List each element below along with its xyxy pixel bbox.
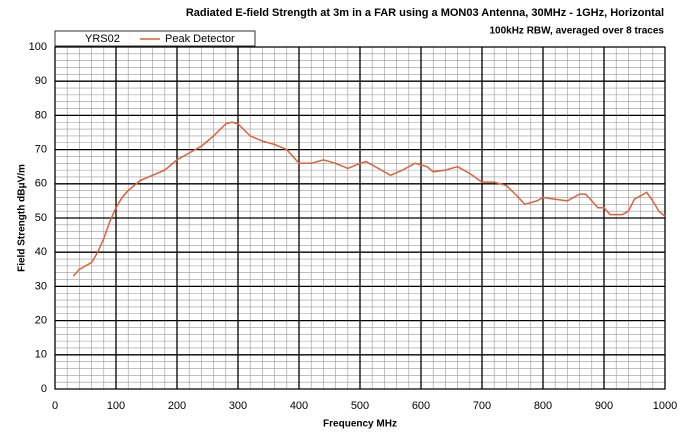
x-tick-label: 600 [412,400,430,412]
x-tick-label: 1000 [653,400,677,412]
x-axis-label: Frequency MHz [323,419,397,430]
y-tick-label: 100 [29,41,47,53]
y-tick-label: 90 [35,75,47,87]
x-tick-label: 500 [351,400,369,412]
x-tick-label: 400 [290,400,308,412]
y-tick-label: 10 [35,349,47,361]
data-line [72,121,666,277]
y-tick-label: 0 [41,383,47,395]
y-tick-label: 20 [35,315,47,327]
y-tick-label: 30 [35,280,47,292]
y-tick-label: 50 [35,212,47,224]
x-tick-label: 300 [229,400,247,412]
legend-title: YRS02 [85,33,120,45]
y-tick-label: 60 [35,178,47,190]
x-tick-label: 100 [107,400,125,412]
legend-label: Peak Detector [165,33,235,45]
y-tick-label: 40 [35,246,47,258]
x-tick-label: 700 [473,400,491,412]
y-tick-label: 70 [35,144,47,156]
y-tick-label: 80 [35,109,47,121]
x-tick-label: 800 [534,400,552,412]
chart-title: Radiated E-field Strength at 3m in a FAR… [186,7,664,19]
x-tick-label: 200 [168,400,186,412]
x-tick-label: 0 [52,400,58,412]
chart-subtitle: 100kHz RBW, averaged over 8 traces [489,26,664,37]
y-axis-label: Field Strength dBμV/m [17,164,28,272]
x-tick-label: 900 [595,400,613,412]
